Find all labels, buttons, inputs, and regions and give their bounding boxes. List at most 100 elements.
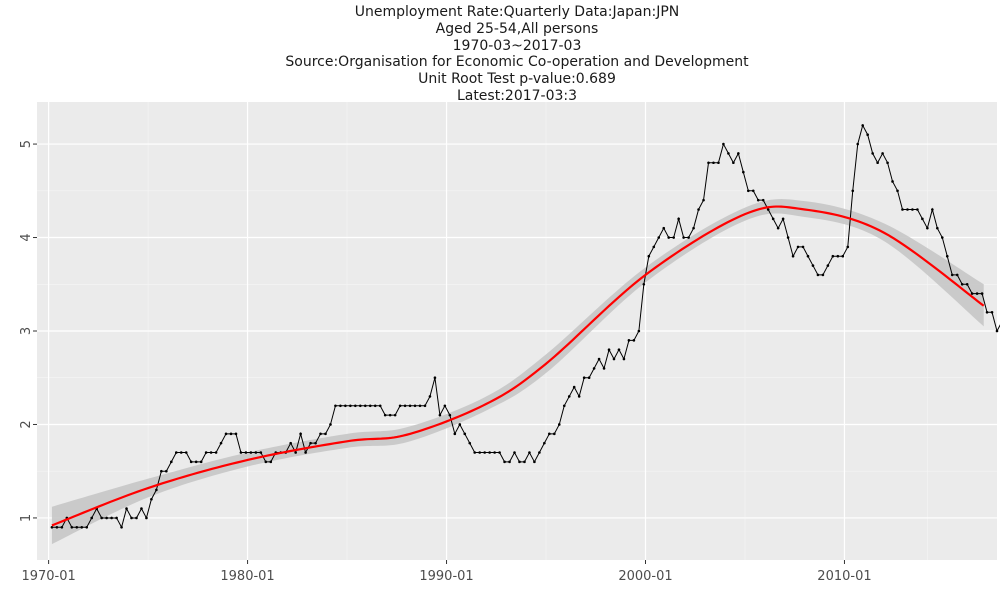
data-point — [906, 208, 909, 211]
data-point — [916, 208, 919, 211]
data-point — [682, 236, 685, 239]
data-point — [423, 404, 427, 408]
title-line-6: Latest:2017-03:3 — [456, 87, 578, 104]
x-tick-label: 1990-01 — [419, 569, 473, 584]
data-point — [194, 460, 198, 464]
data-point — [722, 142, 725, 146]
data-point — [135, 516, 138, 520]
title-line-4: Source:Organisation for Economic Co-oper… — [285, 54, 749, 71]
data-point — [980, 292, 984, 295]
data-point — [622, 357, 626, 361]
data-point — [876, 161, 879, 165]
data-point — [742, 170, 745, 174]
data-point — [801, 245, 805, 249]
data-point — [970, 292, 974, 295]
data-point — [408, 404, 412, 408]
data-point — [398, 404, 402, 408]
confidence-band — [51, 199, 984, 545]
data-point — [602, 367, 606, 370]
data-point — [781, 217, 785, 221]
data-point — [836, 254, 840, 258]
data-point — [115, 516, 118, 520]
data-point — [747, 189, 750, 193]
data-point — [776, 226, 780, 230]
data-point — [597, 357, 601, 361]
y-tick-label: 4 — [19, 233, 34, 241]
data-point — [160, 469, 163, 473]
data-point — [304, 451, 307, 454]
data-point — [662, 226, 666, 230]
y-tick-label: 1 — [19, 514, 34, 522]
data-point — [572, 385, 576, 389]
data-point — [548, 432, 551, 436]
data-point — [105, 516, 108, 520]
data-point — [672, 236, 675, 239]
data-point — [816, 273, 820, 277]
data-point — [140, 507, 143, 510]
x-tick-label: 2000-01 — [618, 569, 672, 584]
data-point — [751, 189, 755, 193]
data-point — [503, 460, 506, 464]
data-point — [806, 254, 810, 258]
title-line-1: Unemployment Rate:Quarterly Data:Japan:J… — [354, 4, 680, 20]
data-point — [513, 451, 516, 454]
data-point — [771, 217, 775, 221]
data-point — [632, 339, 636, 342]
data-point — [383, 413, 387, 417]
data-point — [55, 525, 59, 529]
data-point — [165, 469, 168, 473]
data-point — [483, 451, 486, 454]
data-point — [428, 395, 432, 398]
data-point — [607, 348, 611, 351]
data-point — [856, 142, 860, 146]
data-point — [652, 245, 656, 249]
data-point — [955, 273, 959, 277]
data-point — [418, 404, 422, 408]
data-point — [881, 152, 884, 155]
y-tick-label: 3 — [19, 327, 34, 335]
data-point — [533, 460, 536, 464]
data-point — [214, 451, 218, 454]
data-point — [707, 161, 710, 165]
data-point — [965, 282, 969, 286]
confidence-band-layer — [51, 199, 984, 545]
data-point — [458, 423, 462, 426]
data-point — [995, 329, 999, 333]
data-point — [543, 441, 546, 445]
data-point — [244, 451, 248, 454]
x-tick-label: 1980-01 — [220, 569, 274, 584]
data-point — [582, 376, 586, 380]
data-point — [756, 198, 760, 202]
data-point — [254, 451, 258, 454]
data-point — [110, 516, 113, 520]
data-point — [896, 189, 899, 193]
data-point — [657, 236, 661, 239]
smooth-trend-line — [51, 205, 985, 527]
data-point — [393, 413, 397, 417]
data-point — [697, 208, 700, 211]
data-point — [443, 404, 447, 408]
data-point — [463, 432, 467, 436]
data-point — [727, 152, 730, 155]
data-point — [229, 432, 233, 436]
data-point — [911, 208, 914, 211]
data-point — [761, 198, 765, 202]
data-point — [184, 451, 188, 454]
data-point — [150, 497, 153, 501]
data-point — [413, 404, 417, 408]
data-point — [926, 226, 929, 230]
data-point — [189, 460, 193, 464]
data-point — [125, 507, 128, 510]
data-point — [766, 208, 770, 211]
data-point — [363, 404, 367, 408]
data-point — [314, 441, 317, 445]
data-point — [403, 404, 407, 408]
data-point — [866, 133, 869, 137]
data-point — [378, 404, 382, 408]
data-point — [871, 152, 874, 155]
data-point — [264, 460, 268, 464]
data-point — [687, 236, 690, 239]
data-point — [493, 451, 496, 454]
data-point — [249, 451, 253, 454]
data-point — [209, 451, 213, 454]
